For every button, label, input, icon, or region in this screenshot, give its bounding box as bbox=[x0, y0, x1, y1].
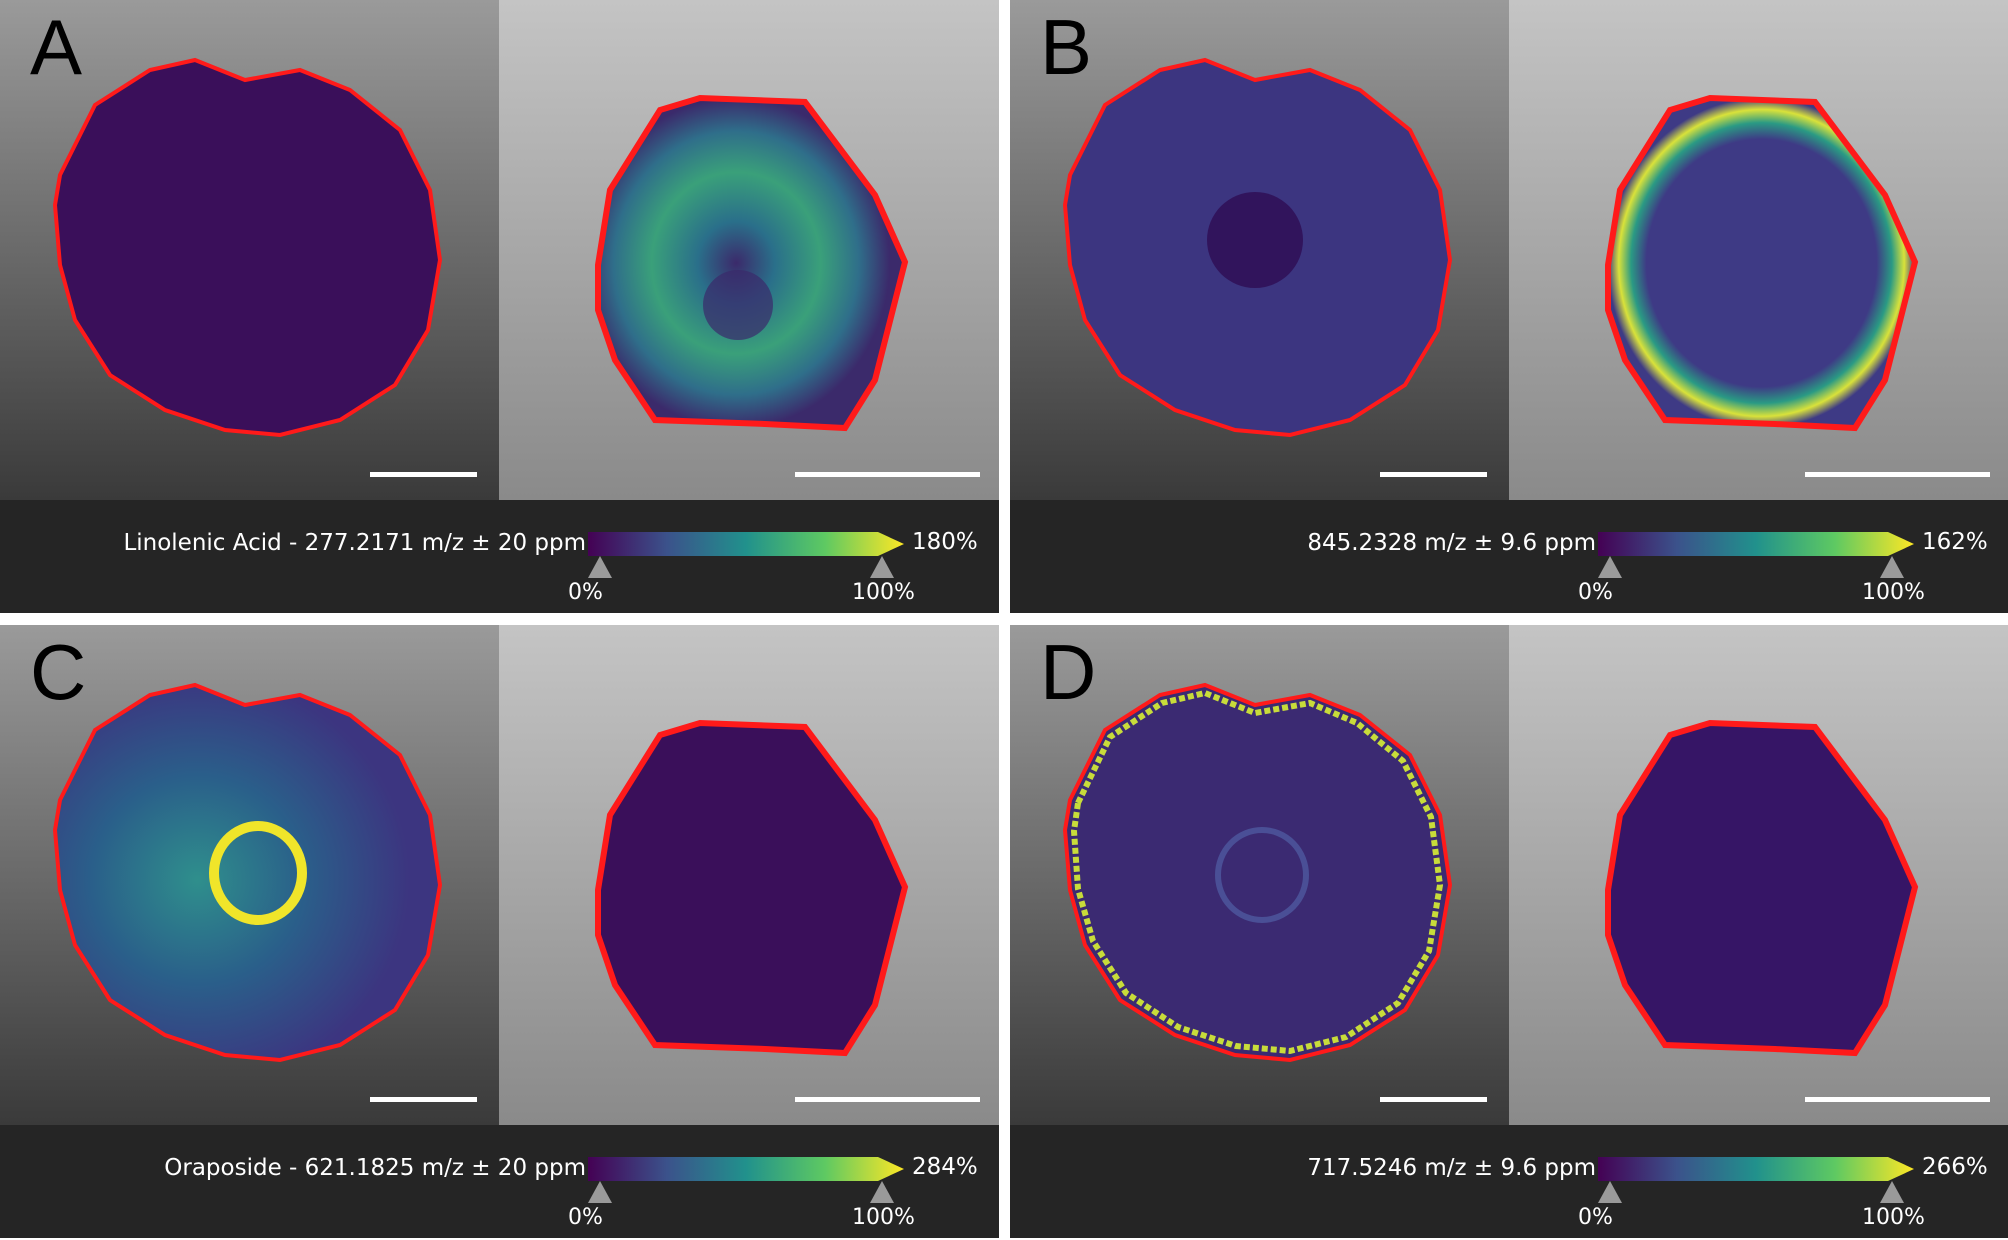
ref-percent: 100% bbox=[852, 1205, 915, 1230]
panel-letter: A bbox=[30, 3, 83, 91]
left-section-outline bbox=[52, 682, 443, 1063]
scale-bar-left bbox=[1380, 1097, 1487, 1102]
panel-c: C Oraposide - 621.1825 m/z ± 20 ppm 284%… bbox=[0, 625, 999, 1238]
ion-label: 717.5246 m/z ± 9.6 ppm bbox=[1307, 1155, 1596, 1181]
scale-bar-right bbox=[1805, 1097, 1990, 1102]
right-section-outline bbox=[595, 719, 909, 1057]
panel-d-image bbox=[1010, 625, 2008, 1125]
panel-b-image bbox=[1010, 0, 2008, 500]
min-percent: 0% bbox=[568, 1205, 603, 1230]
panel-a-image bbox=[0, 0, 999, 500]
panel-a: A Linolenic Acid - 277.2171 m/z ± 20 ppm… bbox=[0, 0, 999, 613]
ref-marker bbox=[1880, 556, 1904, 578]
colorbar-footer: Linolenic Acid - 277.2171 m/z ± 20 ppm 1… bbox=[0, 500, 999, 613]
min-percent: 0% bbox=[1578, 580, 1613, 605]
scale-bar-right bbox=[1805, 472, 1990, 477]
scale-bar-right bbox=[795, 1097, 980, 1102]
colorbar bbox=[1598, 1157, 1914, 1203]
right-section-outline bbox=[595, 94, 909, 432]
left-section-outline bbox=[1062, 682, 1453, 1063]
panel-letter: C bbox=[30, 628, 87, 716]
ref-percent: 100% bbox=[852, 580, 915, 605]
panel-c-image bbox=[0, 625, 999, 1125]
colorbar bbox=[588, 532, 904, 578]
ion-label: Oraposide - 621.1825 m/z ± 20 ppm bbox=[164, 1155, 586, 1181]
right-section-outline bbox=[1605, 719, 1919, 1057]
colorbar-footer: 717.5246 m/z ± 9.6 ppm 266% 0% 100% bbox=[1010, 1125, 2008, 1238]
min-marker bbox=[1598, 1181, 1622, 1203]
ref-marker bbox=[870, 556, 894, 578]
left-section-outline bbox=[52, 57, 443, 438]
scale-bar-left bbox=[370, 472, 477, 477]
colorbar bbox=[1598, 532, 1914, 578]
max-percent: 180% bbox=[912, 529, 978, 555]
ref-percent: 100% bbox=[1862, 580, 1925, 605]
panel-letter: B bbox=[1040, 3, 1093, 91]
min-percent: 0% bbox=[568, 580, 603, 605]
scale-bar-right bbox=[795, 472, 980, 477]
min-marker bbox=[588, 1181, 612, 1203]
ref-marker bbox=[870, 1181, 894, 1203]
min-marker bbox=[1598, 556, 1622, 578]
max-percent: 266% bbox=[1922, 1154, 1988, 1180]
colorbar-footer: 845.2328 m/z ± 9.6 ppm 162% 0% 100% bbox=[1010, 500, 2008, 613]
max-percent: 162% bbox=[1922, 529, 1988, 555]
right-section-outline bbox=[1605, 94, 1919, 432]
min-percent: 0% bbox=[1578, 1205, 1613, 1230]
ref-marker bbox=[1880, 1181, 1904, 1203]
ref-percent: 100% bbox=[1862, 1205, 1925, 1230]
colorbar-footer: Oraposide - 621.1825 m/z ± 20 ppm 284% 0… bbox=[0, 1125, 999, 1238]
ion-label: 845.2328 m/z ± 9.6 ppm bbox=[1307, 530, 1596, 556]
ion-label: Linolenic Acid - 277.2171 m/z ± 20 ppm bbox=[123, 530, 586, 556]
panel-b: B 845.2328 m/z ± 9.6 ppm 162% 0% 100% bbox=[1010, 0, 2008, 613]
max-percent: 284% bbox=[912, 1154, 978, 1180]
panel-letter: D bbox=[1040, 628, 1097, 716]
colorbar bbox=[588, 1157, 904, 1203]
panel-d: D 717.5246 m/z ± 9.6 ppm 266% 0% 100% bbox=[1010, 625, 2008, 1238]
min-marker bbox=[588, 556, 612, 578]
scale-bar-left bbox=[1380, 472, 1487, 477]
scale-bar-left bbox=[370, 1097, 477, 1102]
